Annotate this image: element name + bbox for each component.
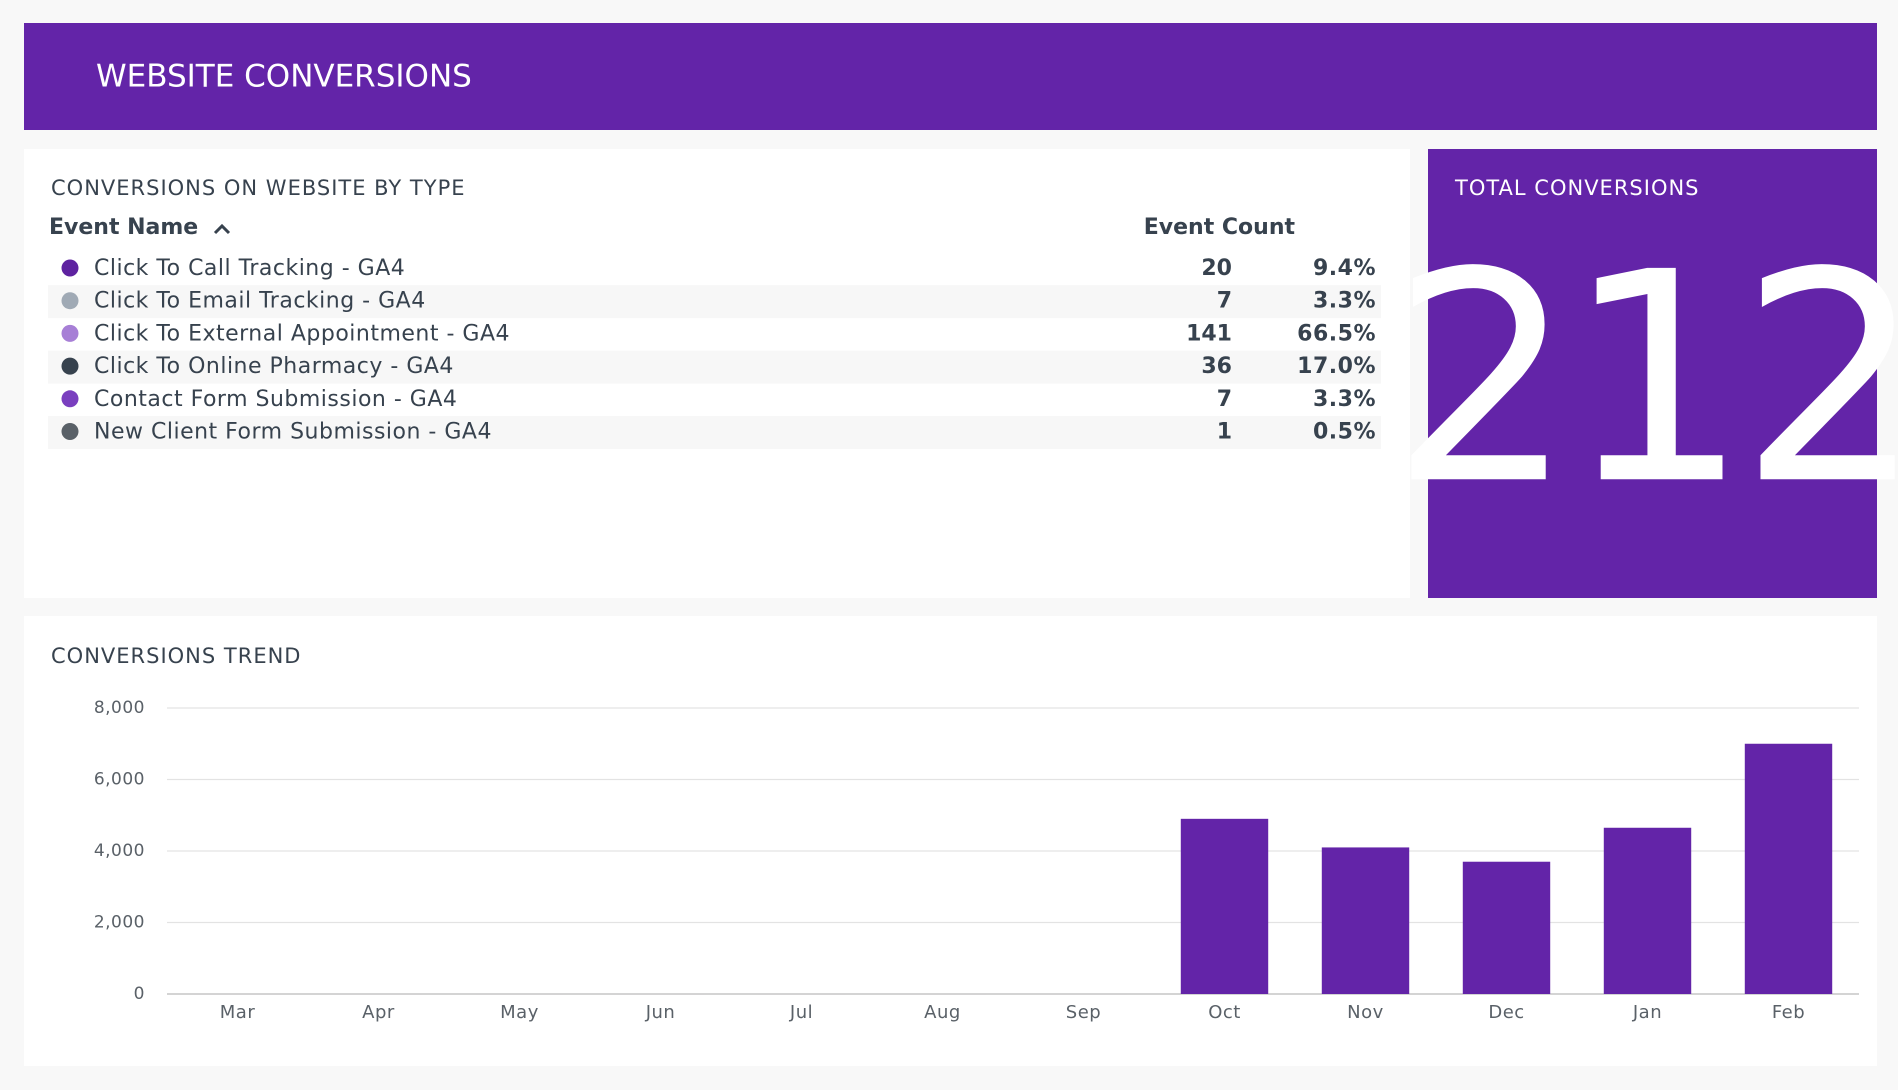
- event-count: 7: [1217, 289, 1232, 314]
- total-value: 212: [1390, 211, 1898, 548]
- event-percent: 3.3%: [1313, 289, 1376, 314]
- event-name: Contact Form Submission - GA4: [94, 387, 457, 412]
- event-percent: 3.3%: [1313, 387, 1376, 412]
- header-title: WEBSITE CONVERSIONS: [96, 59, 472, 95]
- y-tick-label: 2,000: [94, 913, 145, 933]
- x-tick-label: Aug: [924, 1002, 961, 1023]
- x-tick-label: Nov: [1347, 1002, 1384, 1023]
- event-percent: 9.4%: [1313, 256, 1376, 281]
- chart: 0 2,000 4,000 6,000 8,000 Mar Apr May Jun Jul Aug S…: [94, 698, 1859, 1023]
- total-title: TOTAL CONVERSIONS: [1454, 176, 1700, 200]
- column-header[interactable]: Event Name: [49, 215, 198, 240]
- event-count: 20: [1201, 256, 1232, 281]
- table-rows: Click To Call Tracking - GA4 20 9.4% Click …: [48, 256, 1381, 449]
- bar: [1462, 861, 1551, 994]
- x-tick-label: Jan: [1632, 1002, 1662, 1023]
- event-name: Click To Online Pharmacy - GA4: [94, 354, 454, 379]
- event-percent: 17.0%: [1297, 354, 1376, 379]
- event-percent: 66.5%: [1297, 321, 1376, 346]
- total-panel: [1428, 149, 1877, 598]
- event-count: 7: [1217, 387, 1232, 412]
- event-name: Click To Call Tracking - GA4: [94, 256, 405, 281]
- x-tick-label: Mar: [220, 1002, 256, 1023]
- x-tick-label: Sep: [1066, 1002, 1101, 1023]
- row-stripe: [48, 350, 1381, 384]
- x-tick-label: Feb: [1772, 1002, 1805, 1023]
- x-tick-label: Dec: [1488, 1002, 1524, 1023]
- bar: [1180, 818, 1269, 994]
- legend-dot: [61, 390, 79, 408]
- x-tick-label: May: [500, 1002, 539, 1023]
- bar: [1603, 827, 1692, 994]
- row-stripe: [48, 285, 1381, 319]
- legend-dot: [61, 423, 79, 440]
- sort-icon[interactable]: [213, 223, 231, 235]
- x-tick-label: Oct: [1208, 1002, 1241, 1023]
- event-percent: 0.5%: [1313, 420, 1376, 445]
- legend-dot: [61, 259, 79, 277]
- chart-title: CONVERSIONS TREND: [51, 644, 301, 668]
- header-bar: [24, 23, 1877, 130]
- y-tick-label: 0: [134, 984, 145, 1004]
- legend-dot: [61, 357, 79, 375]
- x-tick-label: Jul: [789, 1002, 813, 1023]
- y-tick-label: 8,000: [94, 698, 145, 718]
- row-stripe: [48, 416, 1381, 449]
- column-header[interactable]: Event Count: [1144, 215, 1296, 240]
- chart-panel: [24, 616, 1877, 1066]
- x-tick-label: Apr: [362, 1002, 395, 1023]
- event-count: 1: [1217, 420, 1232, 445]
- table-title: CONVERSIONS ON WEBSITE BY TYPE: [51, 176, 466, 200]
- legend-dot: [61, 324, 79, 342]
- x-tick-label: Jun: [645, 1002, 676, 1023]
- y-tick-label: 4,000: [94, 841, 145, 861]
- event-count: 141: [1186, 321, 1232, 346]
- bar: [1321, 847, 1410, 994]
- y-tick-label: 6,000: [94, 770, 145, 790]
- event-name: Click To External Appointment - GA4: [94, 321, 510, 346]
- event-count: 36: [1201, 354, 1232, 379]
- legend-dot: [61, 292, 79, 310]
- event-name: New Client Form Submission - GA4: [94, 420, 492, 445]
- bar: [1744, 743, 1833, 994]
- event-name: Click To Email Tracking - GA4: [94, 289, 426, 314]
